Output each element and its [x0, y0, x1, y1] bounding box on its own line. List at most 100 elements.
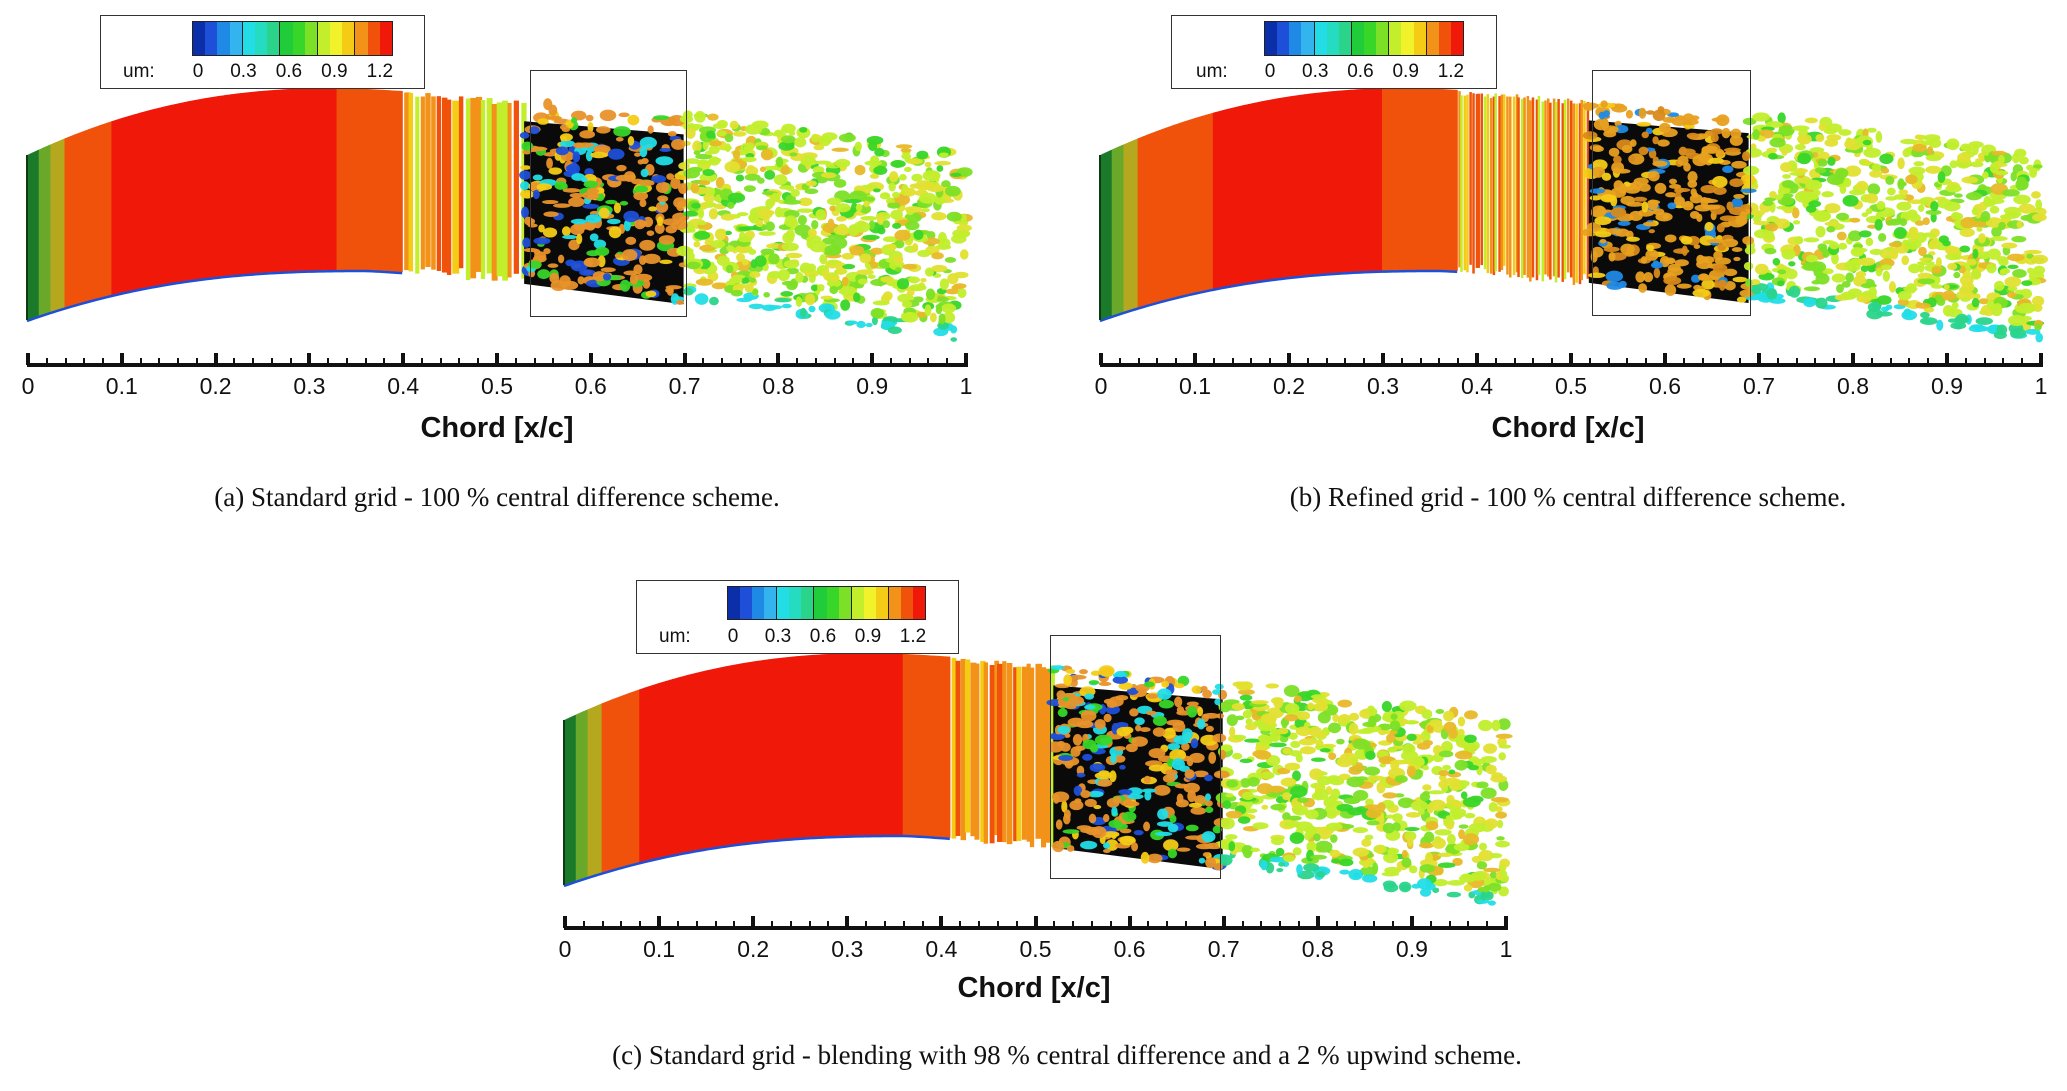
major-tick	[1099, 353, 1103, 365]
vortex-structure	[698, 180, 711, 186]
vortex-structure	[706, 159, 714, 165]
vortex-structure	[1062, 813, 1071, 825]
vortex-structure	[1190, 806, 1207, 815]
surface-strip	[575, 713, 579, 881]
vortex-structure	[1173, 735, 1190, 745]
vortex-structure	[1495, 840, 1511, 848]
vortex-structure	[1390, 713, 1398, 720]
surface-strip	[1407, 88, 1411, 271]
surface-strip	[778, 657, 782, 840]
vortex-structure	[783, 199, 802, 205]
vortex-structure	[786, 281, 798, 291]
x-tick-label: 0.8	[762, 373, 795, 399]
vortex-structure	[1682, 200, 1694, 211]
vortex-structure	[1204, 800, 1213, 807]
x-axis-line	[1100, 363, 2043, 367]
vortex-structure	[1753, 220, 1770, 226]
surface-strip	[1233, 106, 1237, 285]
minor-tick	[1701, 358, 1704, 364]
vortex-structure	[2024, 249, 2042, 255]
surface-strip	[1295, 95, 1298, 277]
minor-tick	[927, 358, 930, 364]
vortex-structure	[904, 166, 912, 173]
vortex-structure	[1205, 857, 1216, 869]
x-tick-label: 0.5	[1555, 373, 1587, 399]
surface-strip	[1250, 103, 1254, 283]
vortex-structure	[1387, 847, 1398, 856]
vortex-structure	[759, 166, 767, 173]
vortex-structure	[1250, 847, 1260, 853]
surface-strip	[80, 131, 84, 303]
vortex-structure	[559, 140, 576, 148]
vortex-structure	[1319, 748, 1331, 753]
vortex-structure	[1700, 184, 1717, 194]
vortex-structure	[856, 320, 866, 328]
vortex-structure	[1251, 700, 1269, 705]
vortex-structure	[557, 254, 565, 264]
vortex-structure	[1743, 261, 1754, 271]
vortex-structure	[528, 218, 536, 225]
surface-strip	[848, 653, 852, 836]
vortex-structure	[1174, 683, 1185, 689]
vortex-structure	[1867, 183, 1881, 195]
vortex-structure	[938, 313, 946, 325]
surface-strip	[749, 661, 753, 843]
surface-strip	[158, 107, 162, 286]
vortex-structure	[1664, 284, 1677, 296]
vortex-structure	[602, 273, 612, 281]
vortex-structure	[1601, 172, 1612, 181]
surface-strip	[771, 658, 774, 841]
surface-strip	[1273, 98, 1277, 279]
surface-strip	[1389, 88, 1392, 271]
vortex-roll	[436, 96, 441, 271]
surface-strip	[1363, 88, 1367, 272]
vortex-structure	[1610, 207, 1627, 218]
vortex-structure	[1674, 259, 1689, 267]
vortex-structure	[748, 303, 765, 310]
surface-strip	[1436, 88, 1439, 271]
vortex-structure	[1752, 112, 1770, 122]
vortex-structure	[1611, 103, 1625, 109]
surface-strip	[582, 710, 586, 879]
colorbar-swatch	[1265, 22, 1278, 55]
vortex-structure	[736, 212, 749, 217]
vortex-structure	[2011, 235, 2027, 243]
surface-strip	[674, 677, 678, 855]
vortex-structure	[1437, 862, 1456, 868]
surface-strip	[1102, 152, 1106, 320]
vortex-structure	[1689, 193, 1703, 204]
vortex-structure	[659, 259, 673, 265]
vortex-structure	[1723, 147, 1741, 153]
major-tick	[119, 353, 124, 365]
vortex-structure	[1404, 827, 1420, 832]
vortex-structure	[775, 156, 784, 168]
vortex-structure	[1217, 854, 1233, 866]
vortex-structure	[1476, 781, 1489, 789]
vortex-structure	[804, 188, 819, 195]
vortex-structure	[880, 276, 895, 283]
vortex-structure	[866, 135, 884, 145]
vortex-structure	[1098, 770, 1110, 777]
major-tick	[1663, 353, 1667, 365]
vortex-roll	[1492, 96, 1496, 276]
vortex-structure	[707, 187, 716, 196]
surface-strip	[1189, 119, 1193, 294]
vortex-structure	[1606, 281, 1624, 290]
surface-strip	[1419, 88, 1423, 271]
vortex-structure	[1876, 311, 1893, 317]
surface-strip	[1452, 89, 1456, 271]
vortex-structure	[1204, 774, 1213, 782]
vortex-structure	[1879, 153, 1894, 165]
vortex-roll	[1572, 103, 1576, 285]
vortex-structure	[1838, 129, 1852, 136]
colorbar-swatch	[342, 22, 356, 55]
vortex-structure	[1452, 857, 1463, 866]
vortex-structure	[894, 239, 905, 249]
vortex-structure	[1926, 146, 1934, 156]
vortex-structure	[1402, 743, 1416, 756]
surface-strip	[1109, 149, 1113, 317]
surface-strip	[1229, 107, 1233, 286]
vortex-structure	[1449, 779, 1461, 791]
vortex-structure	[519, 131, 530, 139]
vortex-structure	[1831, 273, 1846, 283]
